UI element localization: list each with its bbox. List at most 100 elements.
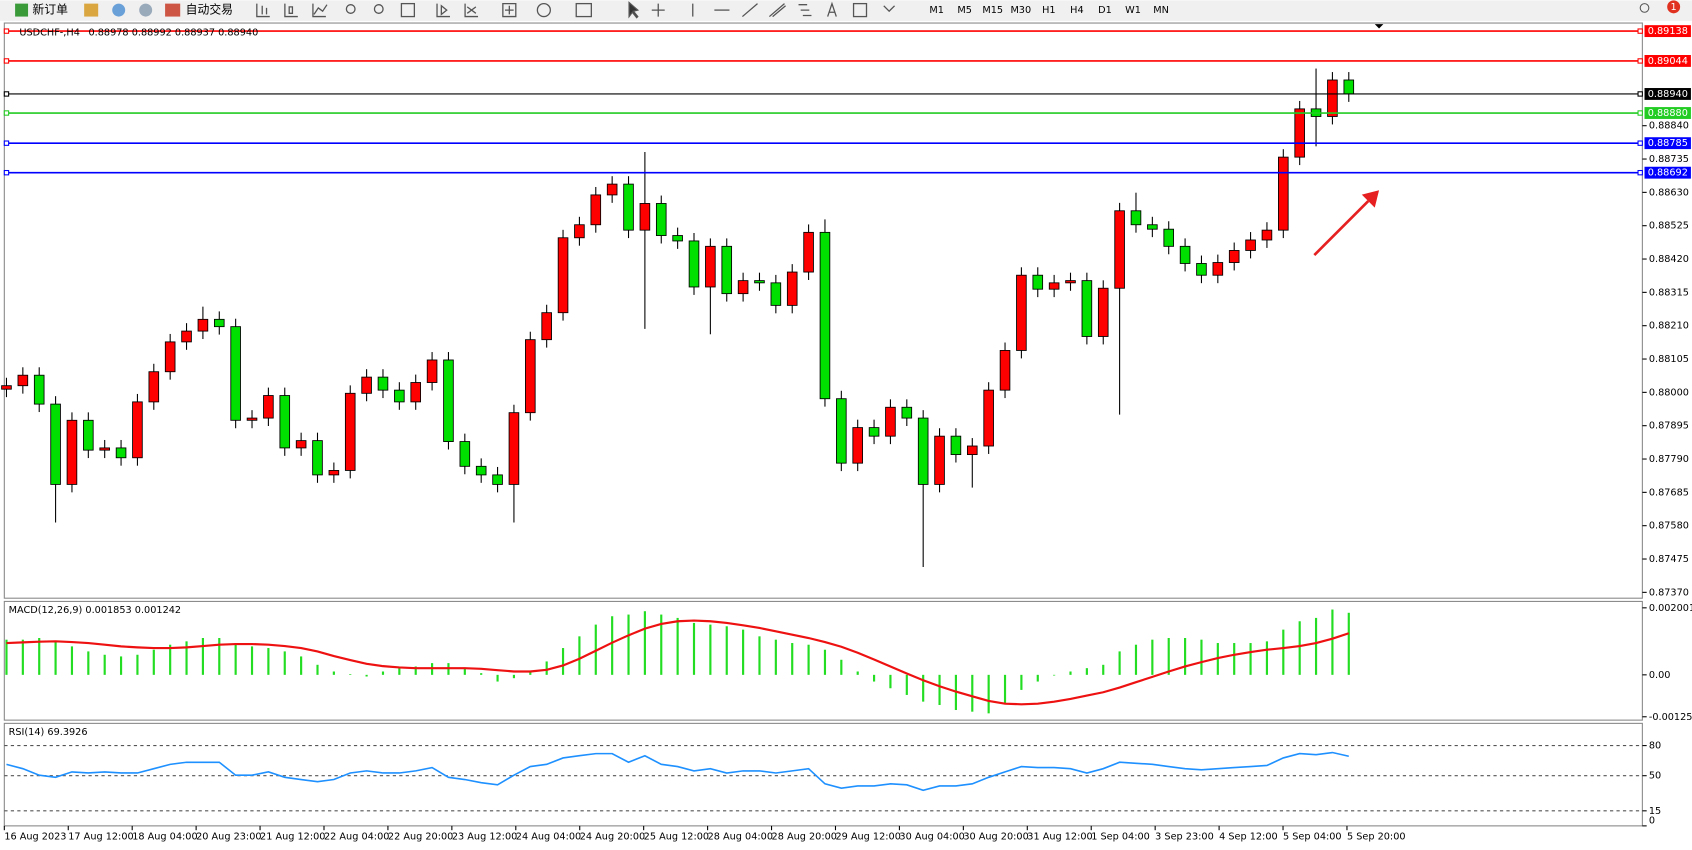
auto-trading-button[interactable]: 自动交易: [186, 3, 233, 17]
macd-bar: [1282, 629, 1285, 675]
channel-tool[interactable]: [768, 3, 786, 18]
candle-body: [1163, 228, 1175, 247]
macd-bar: [119, 656, 123, 675]
macd-bar: [660, 614, 663, 675]
candle-body: [688, 240, 700, 288]
timeframe-button[interactable]: H4: [1070, 5, 1083, 16]
candle-body: [1327, 79, 1338, 117]
tool-icon[interactable]: [284, 3, 298, 18]
x-tick-label: 21 Aug 12:00: [260, 832, 325, 843]
timeframe-button[interactable]: M1: [929, 5, 944, 16]
level-handle[interactable]: [1637, 91, 1643, 97]
template-icon[interactable]: [575, 2, 592, 18]
level-handle[interactable]: [3, 140, 10, 146]
zoom-in[interactable]: [345, 4, 356, 14]
macd-bar: [300, 656, 303, 675]
level-handle[interactable]: [1637, 58, 1643, 64]
fib-tool[interactable]: [798, 4, 812, 17]
search-icon[interactable]: [1639, 3, 1650, 13]
crosshair-tool[interactable]: [651, 3, 665, 17]
level-handle[interactable]: [3, 110, 10, 116]
indicator-icon[interactable]: [502, 2, 517, 18]
macd-chart: 0.002001 0.00 -0.001252: [5, 603, 1692, 723]
macd-bar: [414, 666, 417, 675]
timeframe-button[interactable]: W1: [1125, 5, 1141, 16]
level-label-bg: [1644, 55, 1691, 67]
level-label: 0.89138: [1648, 26, 1688, 37]
macd-bar: [1265, 641, 1269, 675]
trendline-tool[interactable]: [741, 3, 758, 18]
tool-icon[interactable]: [464, 3, 479, 18]
label-tool[interactable]: [852, 2, 868, 18]
y-tick-label: 0.88630: [1649, 187, 1689, 198]
text-tool[interactable]: [827, 1, 837, 17]
level-label-bg: [1644, 88, 1691, 100]
level-handle[interactable]: [1637, 28, 1643, 34]
level-handle[interactable]: [1637, 140, 1643, 146]
x-tick-label: 25 Aug 12:00: [644, 832, 709, 843]
timeframe-button[interactable]: H1: [1042, 5, 1055, 16]
level-handle[interactable]: [1637, 110, 1643, 116]
toolbar-icon[interactable]: [84, 3, 99, 17]
macd-bar: [1134, 644, 1138, 675]
level-label: 0.88940: [1648, 89, 1688, 100]
y-tick-label: 0: [1649, 815, 1655, 826]
timeframe-button[interactable]: M15: [982, 5, 1003, 16]
toolbar-icon[interactable]: [112, 3, 126, 17]
new-order-icon[interactable]: [15, 3, 29, 17]
macd-bar: [349, 674, 352, 675]
timeframe-button[interactable]: MN: [1153, 5, 1169, 16]
level-handle[interactable]: [3, 91, 10, 97]
macd-bar: [692, 622, 696, 675]
rsi-line: [6, 751, 1349, 792]
level-label: 0.88785: [1648, 138, 1688, 149]
cursor-tool[interactable]: [628, 1, 640, 19]
candle-body: [901, 406, 913, 419]
candle-body: [132, 401, 143, 459]
candle-body: [1294, 108, 1305, 158]
candle-body: [459, 441, 471, 467]
macd-bar: [332, 671, 335, 675]
macd-bar: [889, 674, 892, 689]
alert-badge[interactable]: [1667, 0, 1681, 14]
level-handle[interactable]: [3, 58, 10, 64]
level-handle[interactable]: [3, 169, 10, 176]
macd-bar: [1020, 674, 1023, 690]
arrow-tool[interactable]: [883, 5, 896, 13]
level-handle[interactable]: [3, 28, 10, 34]
macd-bar: [1249, 643, 1252, 675]
candle-body: [246, 417, 258, 421]
candle-body: [50, 403, 61, 485]
candle-body: [1048, 282, 1060, 290]
period-icon[interactable]: [536, 2, 551, 18]
macd-bar: [1069, 671, 1072, 675]
macd-bar: [136, 654, 139, 675]
timeframe-button[interactable]: M30: [1010, 5, 1031, 16]
auto-trading-icon[interactable]: [165, 3, 181, 17]
timeframe-button[interactable]: D1: [1098, 5, 1112, 16]
chart-ohlc: 0.88978 0.88992 0.88937 0.88940: [88, 28, 258, 39]
tool-icon[interactable]: [312, 3, 328, 18]
candle-body: [344, 392, 356, 471]
macd-bar: [1003, 674, 1007, 704]
level-handle[interactable]: [1637, 169, 1643, 176]
toolbar-icon[interactable]: [139, 3, 153, 17]
macd-bar: [627, 614, 630, 675]
new-order-button[interactable]: 新订单: [32, 3, 68, 17]
shift-marker: [1374, 24, 1384, 29]
timeframe-button[interactable]: M5: [957, 5, 972, 16]
macd-bar: [561, 648, 565, 675]
level-label: 0.89044: [1648, 56, 1688, 67]
x-tick-label: 24 Aug 20:00: [580, 832, 645, 843]
candle-body: [1081, 280, 1093, 337]
tool-icon[interactable]: [256, 3, 270, 18]
tool-icon[interactable]: [436, 3, 450, 18]
x-tick-label: 4 Sep 12:00: [1219, 832, 1278, 843]
macd-bar: [1331, 609, 1334, 675]
macd-bar: [250, 646, 254, 675]
candle-body: [99, 447, 110, 451]
candle-body: [1343, 79, 1355, 95]
tile-icon[interactable]: [400, 2, 416, 18]
zoom-out[interactable]: [373, 4, 384, 14]
level-label-bg: [1644, 107, 1691, 119]
